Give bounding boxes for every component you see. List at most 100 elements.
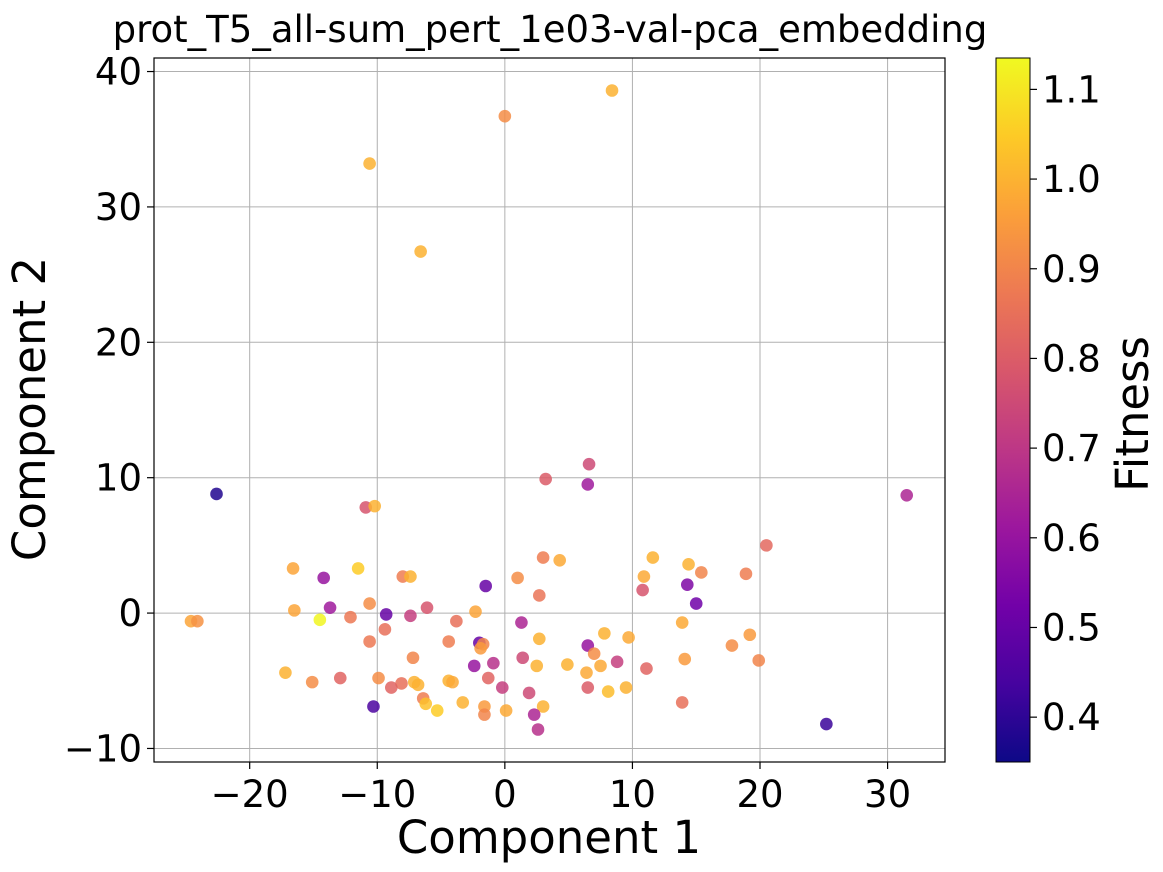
scatter-point <box>536 551 550 564</box>
scatter-point <box>487 656 500 670</box>
scatter-point <box>678 652 692 666</box>
scatter-point <box>442 635 456 648</box>
scatter-point <box>640 662 653 675</box>
scatter-point <box>610 655 624 669</box>
scatter-point <box>372 671 385 685</box>
scatter-point <box>379 608 393 621</box>
scatter-point <box>210 487 223 501</box>
scatter-point <box>516 651 530 665</box>
colorbar-label: Fitness <box>1106 336 1159 492</box>
scatter-point <box>406 651 420 665</box>
scatter-point <box>344 610 357 624</box>
scatter-point <box>498 109 512 123</box>
scatter-point <box>363 635 376 648</box>
scatter-point <box>553 553 567 567</box>
scatter-point <box>404 609 417 623</box>
scatter-point <box>333 671 347 685</box>
y-tick-label: 0 <box>118 592 142 635</box>
scatter-point <box>582 457 596 471</box>
scatter-point <box>682 558 695 571</box>
x-tick-label: −20 <box>211 773 289 816</box>
scatter-point <box>646 551 660 564</box>
scatter-point <box>481 671 495 685</box>
y-tick-label: 20 <box>95 321 142 364</box>
scatter-point <box>385 681 398 694</box>
scatter-point <box>689 597 703 610</box>
scatter-point <box>675 696 689 709</box>
scatter-point <box>561 658 574 671</box>
scatter-point <box>725 639 739 652</box>
colorbar-tick-label: 0.7 <box>1042 427 1101 470</box>
data-points <box>184 84 914 736</box>
y-tick-label: 40 <box>95 51 142 94</box>
chart-title: prot_T5_all-sum_pert_1e03-val-pca_embedd… <box>113 8 988 51</box>
scatter-point <box>279 666 292 679</box>
scatter-point <box>531 723 545 736</box>
scatter-point <box>532 589 546 602</box>
scatter-point <box>820 717 833 731</box>
colorbar-ticks: 0.4 0.5 0.6 0.7 0.8 0.9 1.0 1.1 <box>1030 68 1101 739</box>
scatter-point <box>601 685 615 698</box>
scatter-point <box>446 675 459 689</box>
scatter-point <box>467 659 481 673</box>
y-axis-label: Component 2 <box>3 257 56 561</box>
scatter-point <box>739 567 753 581</box>
colorbar-tick-label: 0.4 <box>1042 696 1101 739</box>
scatter-point <box>430 704 444 717</box>
scatter-point <box>479 579 493 593</box>
scatter-point <box>680 578 694 591</box>
scatter-point <box>594 659 607 673</box>
colorbar-tick-label: 1.1 <box>1042 68 1101 111</box>
scatter-point <box>581 478 595 491</box>
scatter-point <box>305 675 319 689</box>
colorbar <box>995 57 1031 763</box>
scatter-point <box>363 597 376 610</box>
x-tick-label: 0 <box>493 773 517 816</box>
colorbar-tick-label: 0.5 <box>1042 606 1101 649</box>
scatter-point <box>637 570 651 583</box>
scatter-point <box>900 488 914 502</box>
scatter-point <box>450 614 463 628</box>
scatter-point <box>605 84 619 97</box>
axis-ticks: −20 −10 0 10 20 30 −10 0 10 20 30 40 <box>64 51 911 816</box>
scatter-point <box>499 704 513 717</box>
scatter-point <box>530 659 544 673</box>
scatter-point <box>539 472 552 486</box>
scatter-point <box>743 628 757 642</box>
colorbar-tick-label: 0.9 <box>1042 248 1101 291</box>
scatter-point <box>469 605 482 619</box>
colorbar-tick-label: 0.8 <box>1042 337 1101 380</box>
y-tick-label: −10 <box>64 727 142 770</box>
x-tick-label: −10 <box>338 773 416 816</box>
scatter-point <box>395 677 408 690</box>
y-tick-label: 30 <box>95 186 142 229</box>
scatter-point <box>695 566 708 579</box>
scatter-point <box>619 681 633 694</box>
scatter-point <box>598 627 611 640</box>
colorbar-tick-label: 1.0 <box>1042 158 1101 201</box>
colorbar-tick-label: 0.6 <box>1042 517 1101 560</box>
scatter-point <box>515 616 528 629</box>
scatter-point <box>511 571 524 585</box>
scatter-point <box>527 708 541 721</box>
scatter-point <box>675 616 689 629</box>
scatter-point <box>580 666 593 679</box>
scatter-point <box>317 571 330 585</box>
scatter-point <box>363 157 376 170</box>
scatter-point <box>313 613 327 627</box>
scatter-point <box>414 245 427 258</box>
scatter-point <box>286 562 300 575</box>
scatter-point <box>495 681 509 694</box>
scatter-point <box>404 570 417 583</box>
scatter-point <box>752 654 766 667</box>
scatter-point <box>581 681 595 694</box>
x-tick-label: 10 <box>609 773 656 816</box>
scatter-point <box>474 641 487 655</box>
grid <box>154 58 945 762</box>
scatter-point <box>532 632 546 646</box>
x-tick-label: 30 <box>864 773 911 816</box>
scatter-point <box>323 601 337 614</box>
scatter-point <box>760 539 773 552</box>
scatter-point <box>456 696 470 709</box>
